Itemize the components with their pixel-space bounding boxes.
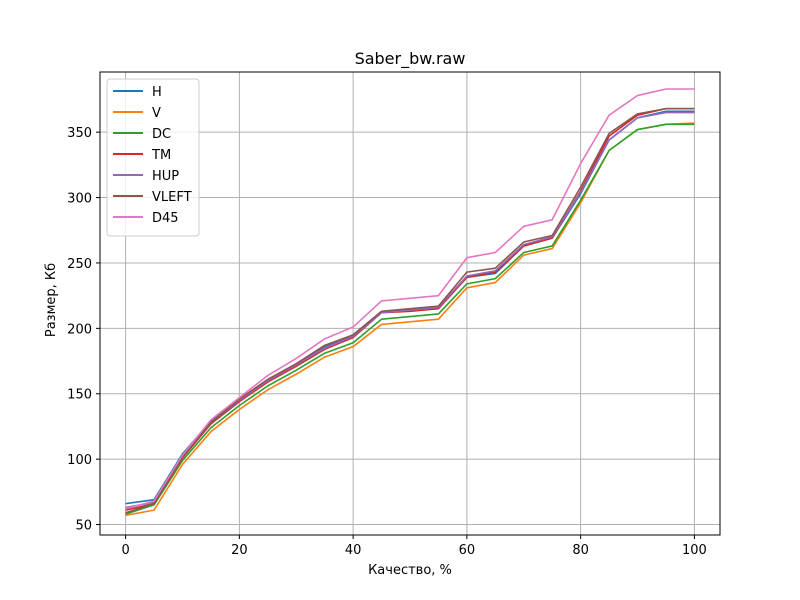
legend-label-hup: HUP bbox=[152, 169, 179, 184]
y-tick-label: 150 bbox=[67, 388, 92, 403]
chart-title: Saber_bw.raw bbox=[355, 49, 466, 69]
x-tick-label: 20 bbox=[231, 543, 248, 558]
series-line-dc bbox=[125, 123, 695, 515]
y-tick-label: 300 bbox=[67, 192, 92, 207]
x-tick-label: 0 bbox=[121, 543, 129, 558]
legend: HV DC TM HUP VLEFT D45 bbox=[106, 78, 200, 237]
y-tick-label: 100 bbox=[67, 453, 92, 468]
y-tick-label: 200 bbox=[67, 322, 92, 337]
series-group bbox=[125, 88, 695, 517]
grid bbox=[100, 72, 720, 535]
y-tick-label: 250 bbox=[67, 257, 92, 272]
x-tick-label: 80 bbox=[572, 543, 589, 558]
plot-frame bbox=[99, 71, 721, 536]
y-tick-label: 350 bbox=[67, 126, 92, 141]
legend-label-d45: D45 bbox=[152, 211, 179, 226]
x-tick-label: 60 bbox=[459, 543, 476, 558]
legend-label-tm: TM bbox=[151, 148, 171, 163]
legend-label-dc: DC bbox=[152, 127, 171, 142]
series-line-tm bbox=[125, 107, 695, 511]
y-tick-label: 50 bbox=[75, 519, 92, 534]
legend-label-v: V bbox=[152, 106, 161, 121]
x-tick-label: 100 bbox=[682, 543, 707, 558]
series-line-vleft bbox=[125, 107, 695, 514]
x-axis-label: Качество, % bbox=[368, 563, 452, 578]
y-axis-label: Размер, Кб bbox=[44, 263, 59, 337]
axis-ticks: 0 20 40 60 80 100 50 100 150 200 250 300 350 bbox=[67, 126, 707, 558]
legend-label-vleft: VLEFT bbox=[152, 190, 192, 205]
legend-label-h: H bbox=[152, 85, 162, 100]
series-line-d45 bbox=[125, 88, 695, 510]
x-tick-label: 40 bbox=[345, 543, 362, 558]
